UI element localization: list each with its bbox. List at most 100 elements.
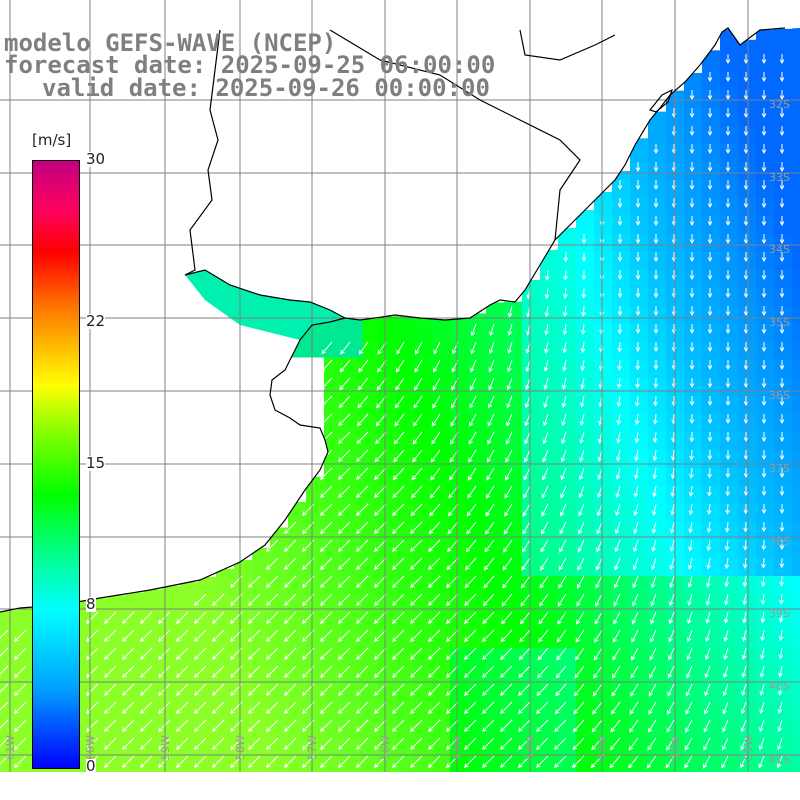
wind-arrow [466,521,477,535]
wind-arrow [463,665,477,679]
wind-arrow [139,755,153,769]
field-cell [360,522,379,541]
field-cell [414,414,433,433]
estuary-field [185,270,345,340]
field-cell [324,504,343,523]
wind-arrow [761,252,767,263]
wind-arrow [742,557,748,569]
wind-arrow [615,467,621,480]
wind-arrow [467,485,477,499]
field-cell [396,612,415,631]
wind-arrow [409,665,423,679]
field-cell [486,414,505,433]
field-cell [738,216,757,235]
field-cell [720,306,739,325]
wind-arrow [779,90,785,101]
wind-arrow [760,611,766,624]
field-cell [162,684,181,703]
field-cell [738,648,757,667]
field-cell [234,684,253,703]
wind-arrow [725,180,731,191]
field-cell [378,378,397,397]
wind-arrow [779,378,785,389]
wind-arrow [340,341,351,355]
field-cell [0,612,19,631]
wind-arrow [319,737,333,751]
wind-arrow [761,126,767,137]
field-cell [162,630,181,649]
field-cell [684,360,703,379]
field-cell [702,90,721,109]
wind-arrow [578,521,585,535]
wind-arrow [432,377,441,391]
coastline-path [0,27,786,613]
wind-arrow [740,719,747,733]
wind-arrow [707,306,713,317]
wind-arrow [653,377,659,389]
wind-arrow [577,557,585,571]
field-cell [540,414,559,433]
field-cell [216,594,235,613]
field-cell [648,684,667,703]
field-cell [432,486,451,505]
colorbar-tick-0: 0 [86,757,96,775]
field-cell [432,414,451,433]
wind-arrow [470,323,477,337]
field-cell [360,612,379,631]
field-cell [756,162,775,181]
wind-arrow [504,485,513,499]
lon-label: 58W [234,735,247,760]
wind-arrow [611,683,621,697]
field-cell [558,720,577,739]
field-cell [702,738,721,757]
wind-arrow [481,755,495,769]
wind-arrow [517,683,531,697]
wind-arrow [376,395,387,409]
wind-arrow [517,737,531,751]
wind-arrow [563,269,568,281]
field-cell [648,288,667,307]
wind-arrow [721,737,729,751]
field-cell [612,720,631,739]
field-cell [684,324,703,343]
field-cell [612,432,631,451]
field-cell [630,666,649,685]
field-cell [360,702,379,721]
field-cell [288,648,307,667]
wind-arrow [631,629,639,643]
field-cell [738,558,757,577]
field-cell [756,216,775,235]
wind-arrow [725,252,731,263]
field-cell [558,468,577,487]
wind-arrow [614,557,621,571]
wind-arrow [85,683,99,697]
field-cell [450,378,469,397]
field-cell [594,468,613,487]
field-cell [684,684,703,703]
wind-arrow [427,719,441,733]
wind-arrow [647,719,657,733]
field-cell [792,216,800,235]
field-cell [684,378,703,397]
wind-arrow [524,413,531,427]
wind-arrow [707,108,713,119]
wind-arrow [779,504,785,515]
field-cell [468,378,487,397]
wind-arrow [409,719,423,733]
field-cell [738,252,757,271]
field-cell [702,270,721,289]
wind-arrow [669,575,675,589]
wind-arrow [193,701,207,715]
field-cell [126,612,145,631]
field-cell [738,378,757,397]
wind-arrow [613,611,621,625]
wind-arrow [337,521,351,535]
field-cell [720,324,739,343]
field-cell [450,468,469,487]
wind-arrow [337,467,351,481]
wind-arrow [373,719,387,733]
wind-arrow [556,647,567,661]
field-cell [432,450,451,469]
wind-arrow [667,701,675,715]
